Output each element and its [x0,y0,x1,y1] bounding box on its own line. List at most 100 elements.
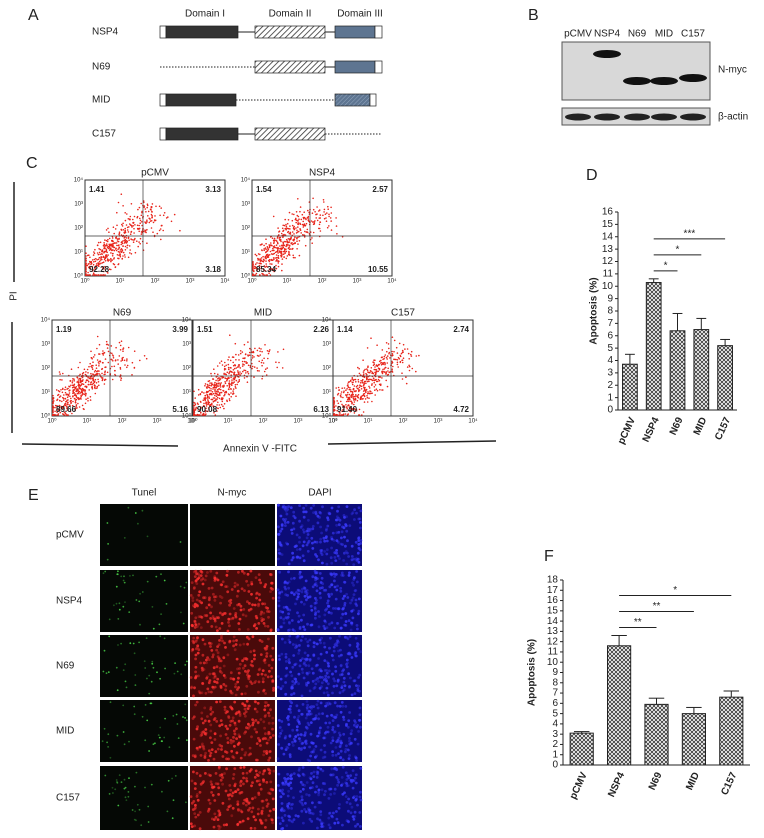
bar [717,345,733,411]
cell [290,528,293,532]
x-tick-label: pCMV [616,415,638,446]
cell [209,774,212,777]
event-dot [203,405,205,408]
cell [152,666,155,669]
cell [319,820,323,824]
cell [256,774,260,777]
quadrant-value: 10.55 [368,265,389,274]
event-dot [92,380,95,382]
cell [351,596,355,600]
cell [233,723,237,727]
quadrant-value: 85.34 [256,265,277,274]
cell [241,613,245,617]
cell [248,746,252,750]
cell [218,813,222,817]
event-dot [102,274,104,276]
y-tick-label: 18 [547,575,559,586]
event-dot [112,226,115,228]
cell [193,626,197,629]
cell [355,511,358,515]
cell [304,731,307,735]
event-dot [104,260,107,262]
event-dot [275,244,278,246]
event-dot [217,385,220,387]
axis-tick: 10⁴ [322,317,332,324]
event-dot [121,223,123,226]
event-dot [74,393,76,395]
cell [330,713,333,717]
event-dot [355,408,358,411]
y-tick-label: 5 [607,343,613,354]
event-dot [217,377,220,379]
event-dot [289,225,291,227]
cell [241,702,245,706]
event-dot [402,351,404,353]
cell [211,655,215,659]
cell [211,710,215,714]
scatter [333,336,420,416]
event-dot [395,346,398,349]
cell [263,715,267,718]
event-dot [61,406,64,409]
cell [335,776,339,779]
cell [314,510,318,514]
event-dot [116,224,118,227]
cell [343,535,346,539]
cell [286,794,290,798]
cell [354,598,358,602]
cell [256,758,259,762]
event-dot [93,371,96,373]
cell [195,771,199,775]
cell [200,601,204,605]
event-dot [108,244,111,247]
cell [234,790,237,793]
cell [216,818,220,821]
cell [324,677,327,680]
cell [267,610,271,613]
event-dot [314,220,316,222]
event-dot [238,376,240,378]
event-dot [371,383,373,385]
event-dot [88,383,90,386]
cell [244,730,248,734]
cell [234,693,238,697]
event-dot [238,364,240,366]
cell [322,588,326,592]
row-label: C157 [56,793,80,804]
cell [255,592,258,596]
event-dot [98,363,100,365]
event-dot [132,218,134,221]
cell [268,669,271,673]
event-dot [254,263,257,266]
cell [334,573,338,576]
event-dot [117,363,119,365]
event-dot [75,404,78,406]
event-dot [105,254,108,256]
cell [315,703,319,706]
cell [316,772,319,776]
event-dot [367,378,370,381]
event-dot [103,246,106,248]
cell [204,733,208,736]
event-dot [89,256,91,259]
cell [340,776,344,779]
cell [296,733,300,737]
cell [345,801,349,804]
event-dot [216,407,218,409]
cell [235,594,239,598]
cell [241,659,245,663]
event-dot [68,404,71,406]
cell [334,746,338,749]
cell [265,701,268,705]
cell [312,775,316,778]
event-dot [102,266,104,269]
cell [354,773,358,777]
cell [247,590,251,593]
cell [281,781,285,785]
cell [344,705,348,708]
event-dot [234,364,236,366]
event-dot [68,389,71,392]
cell [220,773,224,776]
cell [132,642,135,645]
event-dot [112,355,115,357]
